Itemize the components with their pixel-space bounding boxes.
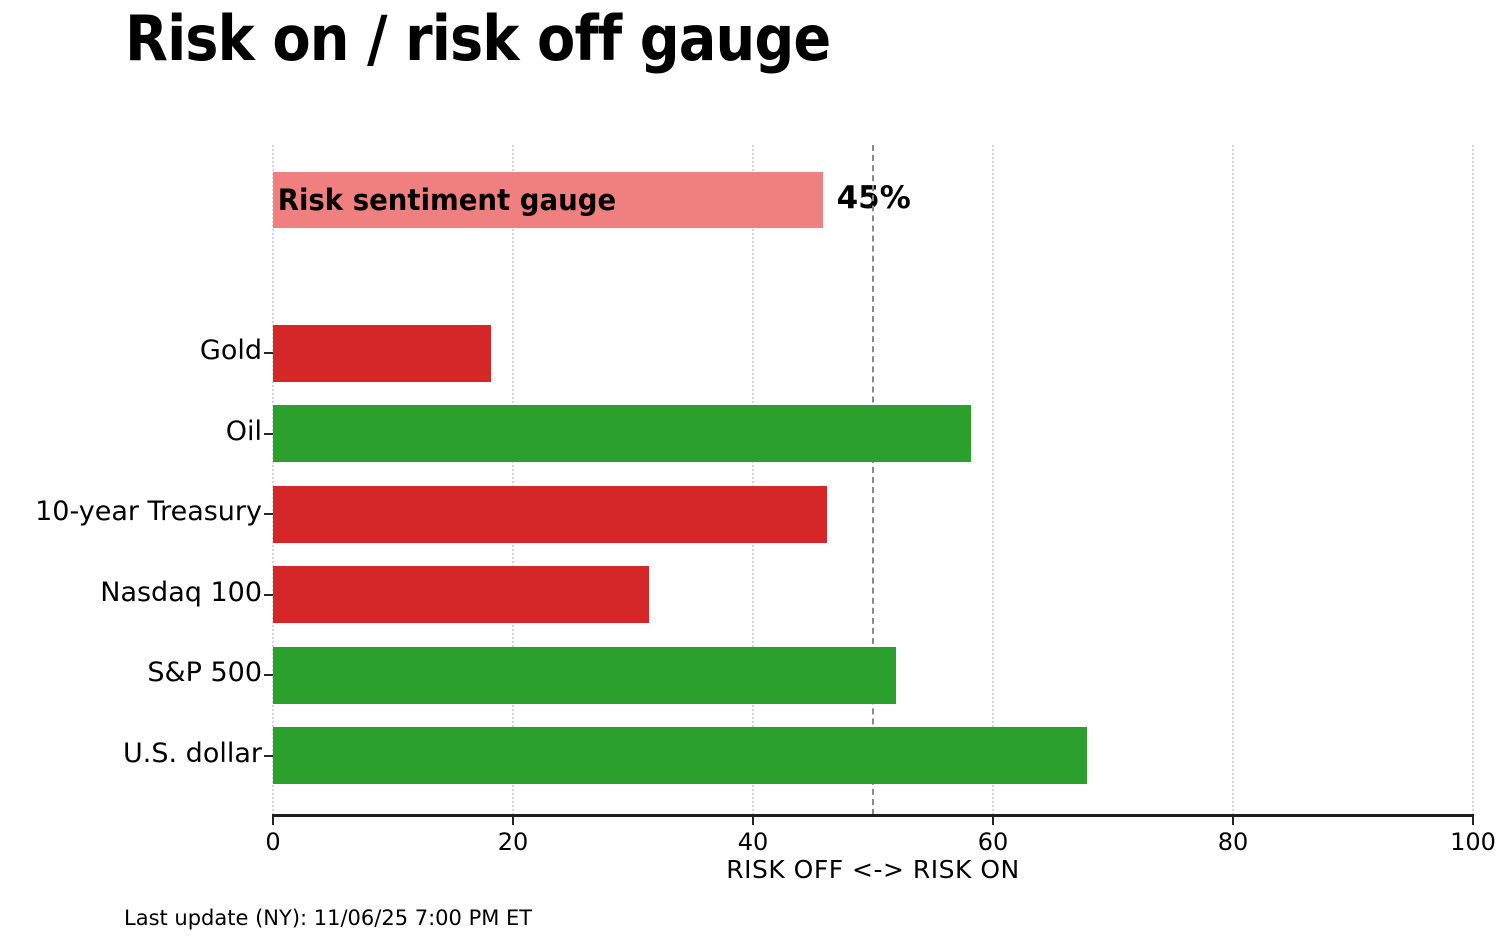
last-update-note: Last update (NY): 11/06/25 7:00 PM ET [124,906,533,930]
x-tick-40 [752,817,754,825]
category-label-u-s-dollar: U.S. dollar [123,737,262,769]
gauge-bar-label: Risk sentiment gauge [277,183,617,217]
x-tick-label-40: 40 [737,828,769,856]
bar-u-s-dollar [273,727,1087,784]
gauge-bar: Risk sentiment gauge [273,172,823,228]
category-label-oil: Oil [225,415,262,447]
x-tick-label-60: 60 [977,828,1009,856]
gridline-100 [1472,145,1474,815]
y-tick-oil [264,432,273,435]
gridline-40 [752,145,754,815]
y-tick-gold [264,352,273,354]
y-tick-10-year-treasury [264,513,273,515]
y-tick-u-s-dollar [264,754,273,757]
category-label-10-year-treasury: 10-year Treasury [35,496,262,527]
gridline-60 [992,145,994,815]
y-tick-s-p-500 [264,674,273,676]
category-label-s-p-500: S&P 500 [147,657,262,688]
bar-10-year-treasury [273,485,828,543]
bar-s-p-500 [273,646,896,704]
threshold-line-50 [872,145,874,815]
chart-title: Risk on / risk off gauge [125,2,831,75]
bar-gold [273,324,492,382]
x-tick-60 [992,817,994,825]
bar-nasdaq-100 [273,566,649,623]
x-tick-label-100: 100 [1450,828,1496,856]
gridline-80 [1232,145,1234,815]
x-tick-80 [1232,817,1234,825]
category-label-gold: Gold [199,335,262,366]
y-tick-nasdaq-100 [264,593,273,596]
plot-area: Risk sentiment gauge 45% [272,145,1474,815]
x-tick-label-20: 20 [497,828,529,856]
x-axis-line [272,814,1474,817]
x-tick-20 [512,817,514,825]
x-axis-label: RISK OFF <-> RISK ON [726,855,1020,884]
x-tick-0 [272,817,274,825]
gridline-20 [512,145,514,815]
category-label-nasdaq-100: Nasdaq 100 [100,576,262,608]
gridline-0 [272,145,274,815]
x-tick-label-80: 80 [1217,828,1249,856]
x-tick-label-0: 0 [265,828,281,856]
x-tick-100 [1472,817,1474,825]
bar-oil [273,405,972,462]
